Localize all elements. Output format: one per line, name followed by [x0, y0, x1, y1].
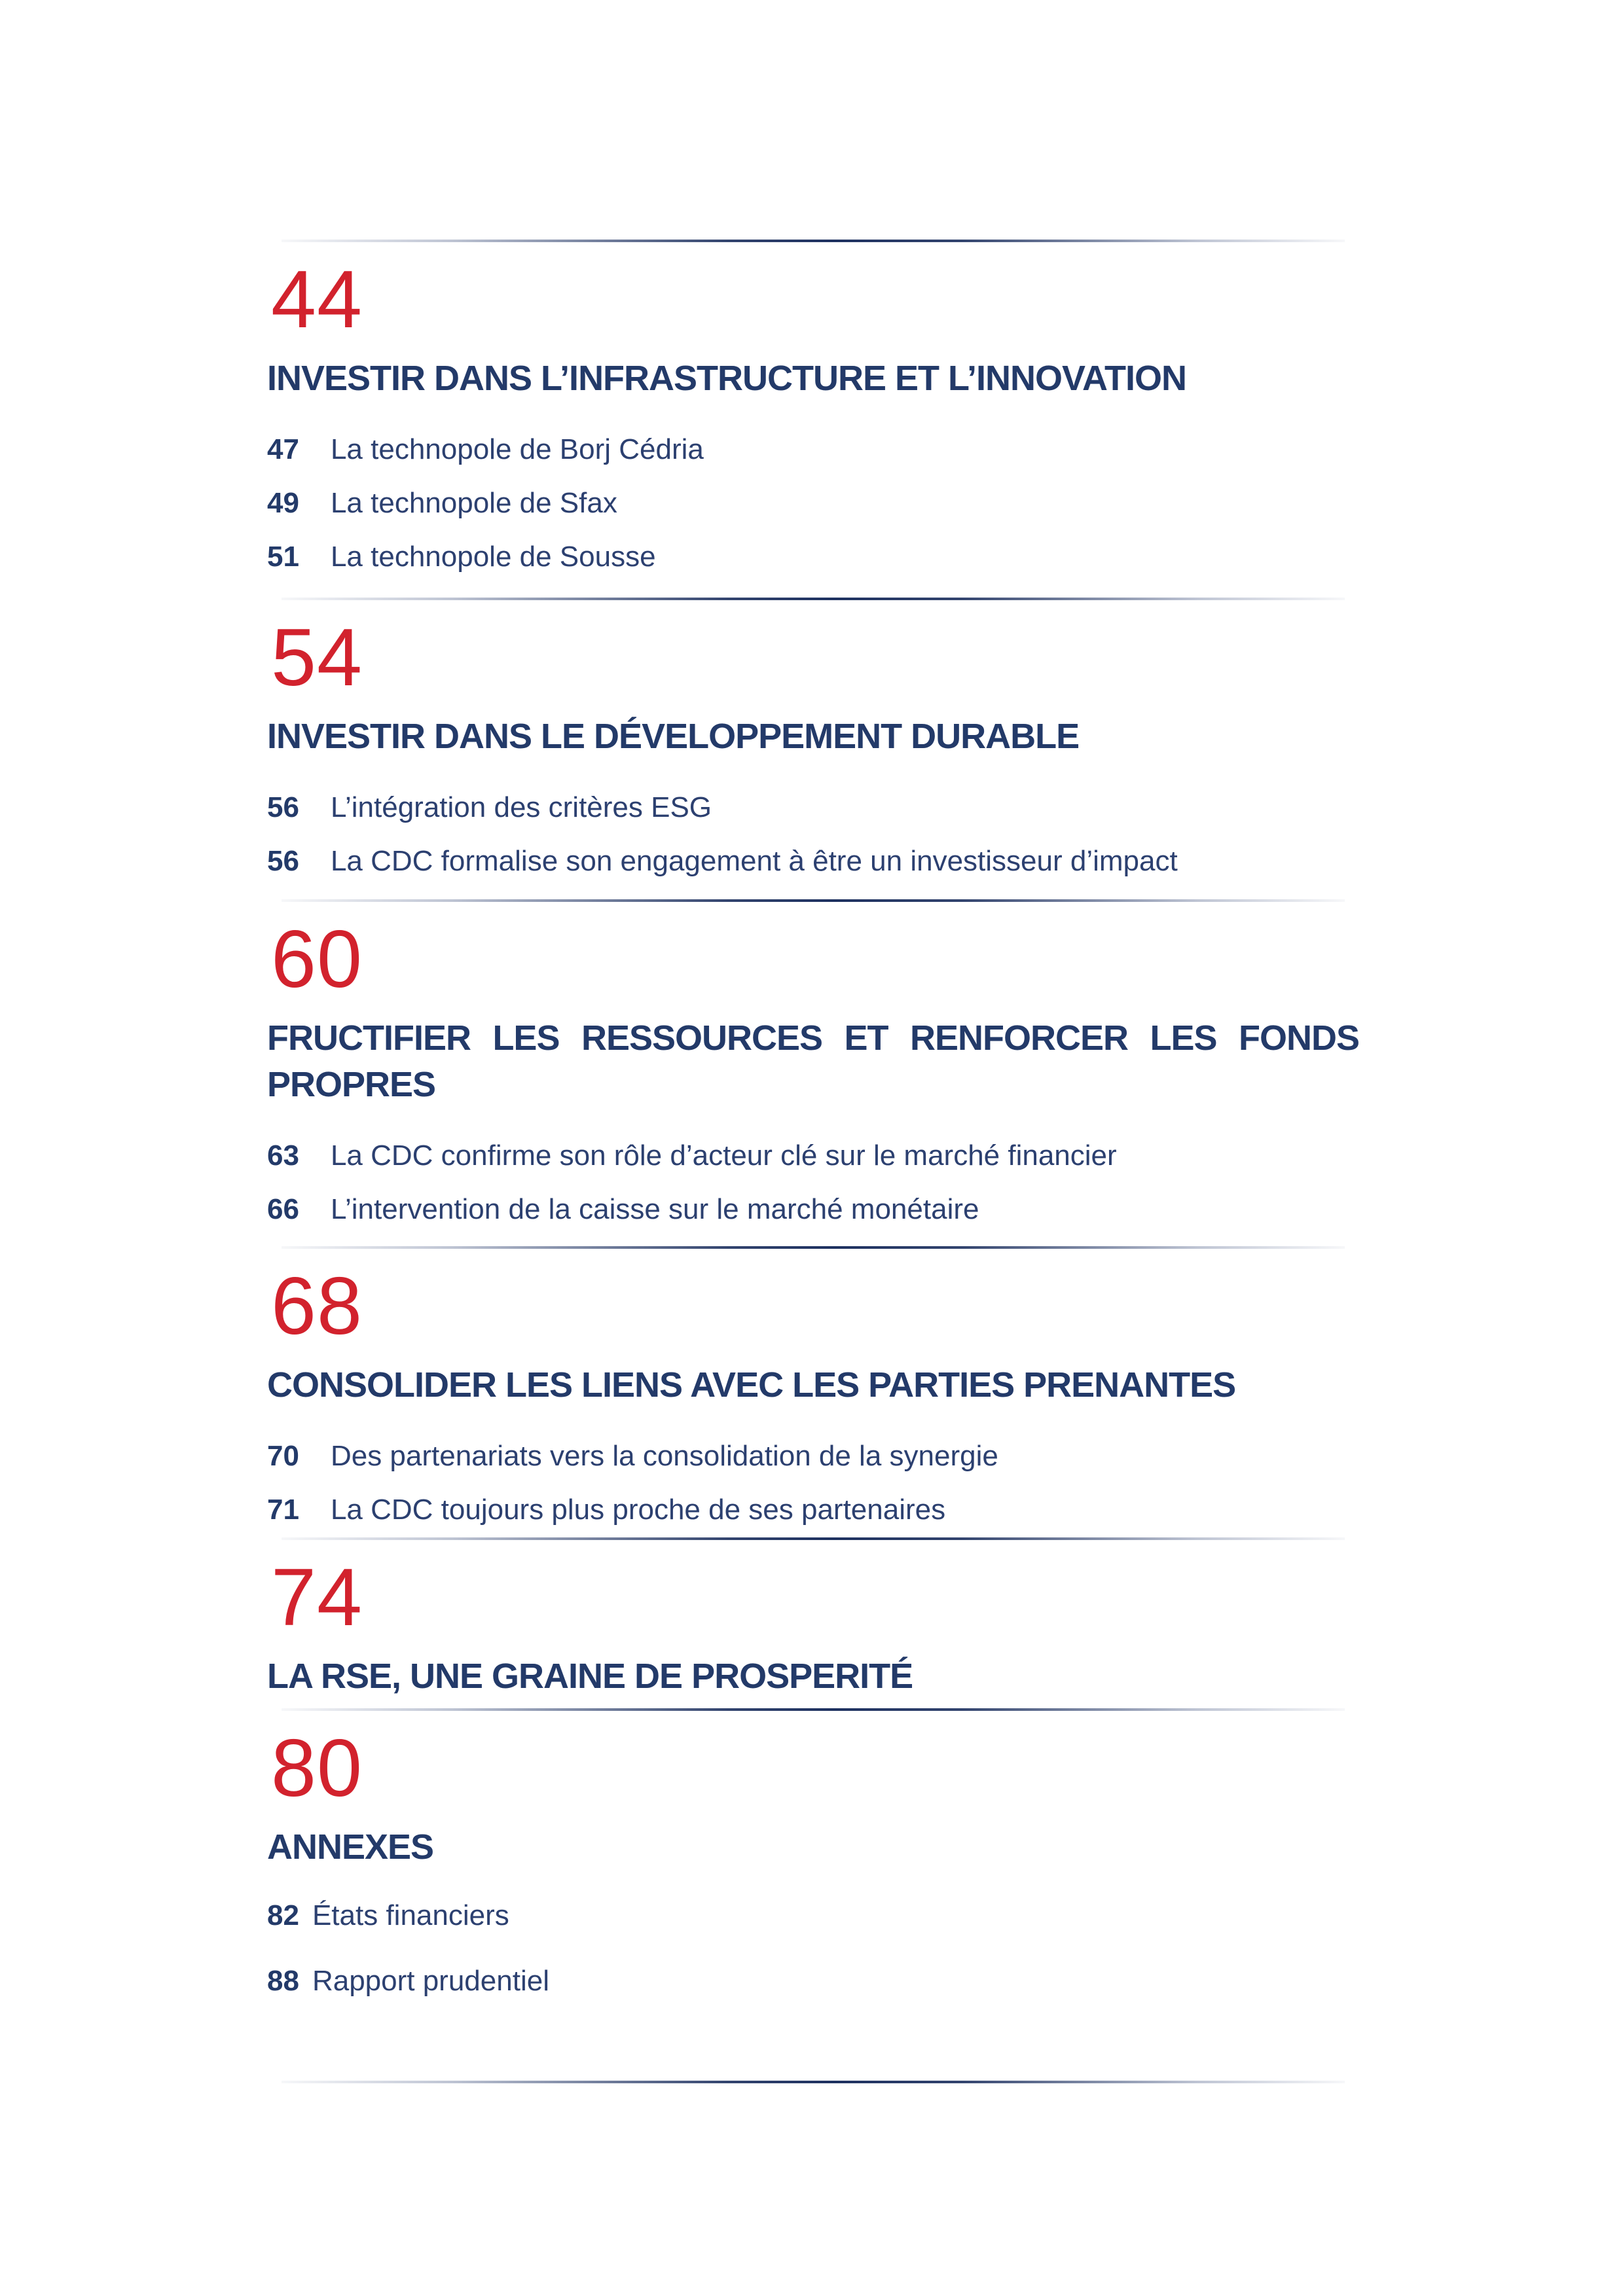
toc-entry-page-number: 63 — [267, 1139, 299, 1172]
toc-entry-page-number: 66 — [267, 1193, 299, 1225]
section-title: CONSOLIDER LES LIENS AVEC LES PARTIES PR… — [267, 1365, 1236, 1405]
section-entries: 56 L’intégration des critères ESG 56 La … — [267, 793, 1359, 876]
toc-entry-page-number: 51 — [267, 541, 299, 573]
section-divider — [282, 1708, 1345, 1712]
section-page-number: 44 — [271, 255, 363, 345]
toc-entry-page-number: 47 — [267, 433, 299, 466]
toc-entry: 47 La technopole de Borj Cédria — [267, 435, 1359, 464]
toc-entry: 82 États financiers — [267, 1901, 1359, 1930]
toc-section-74: 74 LA RSE, UNE GRAINE DE PROSPERITÉ — [267, 1537, 1359, 1708]
toc-entry: 70 Des partenariats vers la consolidatio… — [267, 1439, 1359, 1472]
toc-entry: 49 La technopole de Sfax — [267, 489, 1359, 518]
section-page-number: 68 — [271, 1261, 363, 1352]
section-page-number: 60 — [271, 914, 363, 1005]
toc-entry: 56 L’intégration des critères ESG — [267, 793, 1359, 822]
toc-entry-label: Des partenariats vers la consolidation d… — [330, 1439, 998, 1472]
toc-entry-page-number: 49 — [267, 487, 299, 520]
section-title: ANNEXES — [267, 1827, 434, 1867]
toc-entry-label: La CDC confirme son rôle d’acteur clé su… — [330, 1139, 1117, 1172]
toc-entry-label: L’intervention de la caisse sur le march… — [330, 1193, 979, 1225]
toc-entry-label: La technopole de Sousse — [330, 541, 656, 573]
toc-entry-page-number: 56 — [267, 791, 299, 824]
section-divider — [282, 598, 1345, 601]
toc-entry-page-number: 71 — [267, 1493, 299, 1526]
toc-entry: 51 La technopole de Sousse — [267, 543, 1359, 571]
toc-section-68: 68 CONSOLIDER LES LIENS AVEC LES PARTIES… — [267, 1246, 1359, 1537]
section-page-number: 74 — [271, 1552, 363, 1643]
toc-entry-page-number: 82 — [267, 1899, 299, 1932]
toc-entry-label: La technopole de Sfax — [330, 487, 617, 520]
section-entries: 47 La technopole de Borj Cédria 49 La te… — [267, 435, 1359, 571]
toc-entry-page-number: 56 — [267, 845, 299, 878]
section-entries: 63 La CDC confirme son rôle d’acteur clé… — [267, 1141, 1359, 1224]
toc-entry-label: La technopole de Borj Cédria — [330, 433, 704, 466]
section-divider — [282, 1246, 1345, 1249]
section-page-number: 54 — [271, 613, 363, 704]
section-page-number: 80 — [271, 1723, 363, 1814]
section-title: INVESTIR DANS LE DÉVELOPPEMENT DURABLE — [267, 717, 1080, 757]
toc-entry: 56 La CDC formalise son engagement à êtr… — [267, 847, 1359, 876]
toc-section-80: 80 ANNEXES 82 États financiers 88 Rappor… — [267, 1708, 1359, 2081]
toc-section-54: 54 INVESTIR DANS LE DÉVELOPPEMENT DURABL… — [267, 598, 1359, 899]
section-title: INVESTIR DANS L’INFRASTRUCTURE ET L’INNO… — [267, 359, 1187, 398]
section-title: LA RSE, UNE GRAINE DE PROSPERITÉ — [267, 1656, 913, 1696]
toc-content: 44 INVESTIR DANS L’INFRASTRUCTURE ET L’I… — [267, 240, 1360, 2084]
toc-entry: 63 La CDC confirme son rôle d’acteur clé… — [267, 1141, 1359, 1170]
toc-entry-label: L’intégration des critères ESG — [330, 791, 712, 824]
section-title: FRUCTIFIER LES RESSOURCES ET RENFORCER L… — [267, 1018, 1360, 1104]
toc-entry-page-number: 70 — [267, 1439, 299, 1472]
toc-entry-label: La CDC formalise son engagement à être u… — [330, 845, 1178, 878]
section-divider — [282, 899, 1345, 903]
toc-section-60: 60 FRUCTIFIER LES RESSOURCES ET RENFORCE… — [267, 899, 1360, 1246]
section-entries: 82 États financiers 88 Rapport prudentie… — [267, 1901, 1359, 1996]
toc-entry-label: États financiers — [312, 1899, 509, 1932]
toc-entry: 66 L’intervention de la caisse sur le ma… — [267, 1193, 1359, 1225]
toc-entry-label: Rapport prudentiel — [312, 1965, 549, 1998]
section-entries: 70 Des partenariats vers la consolidatio… — [267, 1439, 1359, 1526]
toc-entry-label: La CDC toujours plus proche de ses parte… — [330, 1493, 946, 1526]
section-divider — [282, 240, 1345, 242]
page-bottom-divider — [282, 2081, 1345, 2084]
toc-section-44: 44 INVESTIR DANS L’INFRASTRUCTURE ET L’I… — [267, 240, 1359, 598]
toc-entry: 88 Rapport prudentiel — [267, 1967, 1359, 1996]
toc-entry: 71 La CDC toujours plus proche de ses pa… — [267, 1493, 1359, 1526]
section-divider — [282, 1537, 1345, 1540]
toc-entry-page-number: 88 — [267, 1965, 299, 1998]
